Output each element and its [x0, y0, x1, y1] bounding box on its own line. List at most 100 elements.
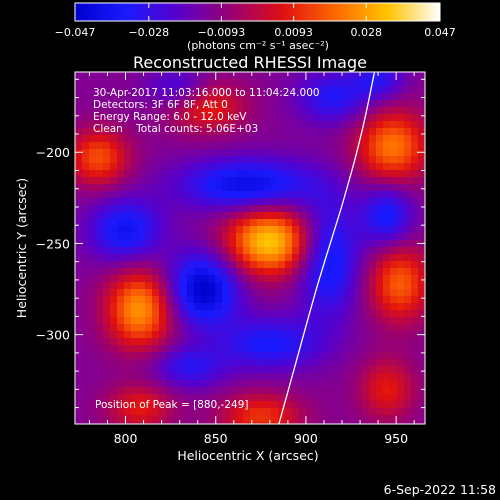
heatmap-cell: [229, 86, 237, 94]
heatmap-cell: [362, 226, 370, 234]
heatmap-cell: [397, 212, 405, 220]
heatmap-cell: [152, 331, 160, 339]
heatmap-cell: [243, 338, 251, 346]
heatmap-cell: [348, 163, 356, 171]
heatmap-cell: [341, 352, 349, 360]
heatmap-cell: [292, 233, 300, 241]
heatmap-cell: [229, 310, 237, 318]
heatmap-cell: [376, 380, 384, 388]
heatmap-cell: [257, 422, 265, 424]
heatmap-cell: [180, 373, 188, 381]
heatmap-cell: [278, 219, 286, 227]
heatmap-cell: [404, 296, 412, 304]
heatmap-cell: [306, 198, 314, 206]
heatmap-cell: [341, 324, 349, 332]
heatmap-cell: [362, 331, 370, 339]
heatmap-cell: [411, 422, 419, 424]
heatmap-cell: [138, 177, 146, 185]
heatmap-cell: [166, 317, 174, 325]
heatmap-cell: [145, 317, 153, 325]
heatmap-cell: [201, 345, 209, 353]
heatmap-cell: [180, 261, 188, 269]
heatmap-cell: [194, 345, 202, 353]
heatmap-cell: [418, 100, 425, 108]
heatmap-cell: [166, 149, 174, 157]
heatmap-cell: [348, 93, 356, 101]
heatmap-cell: [194, 156, 202, 164]
heatmap-cell: [236, 135, 244, 143]
heatmap-cell: [264, 135, 272, 143]
heatmap-cell: [250, 422, 258, 424]
heatmap-cell: [257, 345, 265, 353]
heatmap-cell: [236, 240, 244, 248]
heatmap-cell: [215, 415, 223, 423]
heatmap-cell: [89, 366, 97, 374]
heatmap-cell: [222, 177, 230, 185]
heatmap-cell: [411, 226, 419, 234]
heatmap-cell: [166, 163, 174, 171]
heatmap-cell: [362, 373, 370, 381]
heatmap-cell: [89, 72, 97, 80]
heatmap-cell: [89, 415, 97, 423]
heatmap-cell: [383, 233, 391, 241]
heatmap-cell: [341, 289, 349, 297]
heatmap-cell: [355, 268, 363, 276]
heatmap-cell: [418, 114, 425, 122]
heatmap-cell: [313, 324, 321, 332]
heatmap-cell: [285, 394, 293, 402]
heatmap-cell: [138, 373, 146, 381]
heatmap-cell: [75, 142, 83, 150]
heatmap-cell: [278, 184, 286, 192]
heatmap-cell: [348, 198, 356, 206]
heatmap-cell: [355, 289, 363, 297]
heatmap-cell: [278, 226, 286, 234]
heatmap-cell: [82, 72, 90, 80]
heatmap-cell: [341, 261, 349, 269]
heatmap-cell: [180, 380, 188, 388]
heatmap-cell: [264, 296, 272, 304]
heatmap-cell: [236, 422, 244, 424]
heatmap-cell: [397, 359, 405, 367]
heatmap-cell: [236, 408, 244, 416]
heatmap-cell: [75, 275, 83, 283]
heatmap-cell: [250, 142, 258, 150]
heatmap-cell: [159, 331, 167, 339]
heatmap-cell: [82, 345, 90, 353]
heatmap-cell: [278, 149, 286, 157]
heatmap-cell: [383, 401, 391, 409]
heatmap-cell: [376, 275, 384, 283]
heatmap-cell: [418, 317, 425, 325]
heatmap-cell: [355, 324, 363, 332]
heatmap-cell: [390, 338, 398, 346]
heatmap-cell: [131, 415, 139, 423]
heatmap-cell: [145, 254, 153, 262]
heatmap-cell: [320, 198, 328, 206]
heatmap-cell: [110, 338, 118, 346]
heatmap-cell: [173, 156, 181, 164]
heatmap-cell: [208, 317, 216, 325]
heatmap-cell: [348, 289, 356, 297]
heatmap-cell: [89, 380, 97, 388]
heatmap-cell: [124, 331, 132, 339]
heatmap-cell: [96, 135, 104, 143]
y-axis-label: Heliocentric Y (arcsec): [14, 178, 29, 318]
heatmap-cell: [180, 275, 188, 283]
heatmap-cell: [334, 296, 342, 304]
heatmap-cell: [390, 261, 398, 269]
heatmap-cell: [257, 282, 265, 290]
heatmap-cell: [271, 373, 279, 381]
heatmap-cell: [131, 219, 139, 227]
heatmap-cell: [383, 86, 391, 94]
heatmap-cell: [96, 275, 104, 283]
heatmap-cell: [187, 219, 195, 227]
heatmap-cell: [89, 373, 97, 381]
heatmap-cell: [138, 191, 146, 199]
heatmap-cell: [194, 100, 202, 108]
heatmap-cell: [313, 366, 321, 374]
heatmap-cell: [369, 226, 377, 234]
heatmap-cell: [320, 114, 328, 122]
heatmap-cell: [173, 212, 181, 220]
heatmap-cell: [369, 401, 377, 409]
colorbar-tick-label: −0.047: [55, 26, 96, 39]
heatmap-cell: [411, 205, 419, 213]
